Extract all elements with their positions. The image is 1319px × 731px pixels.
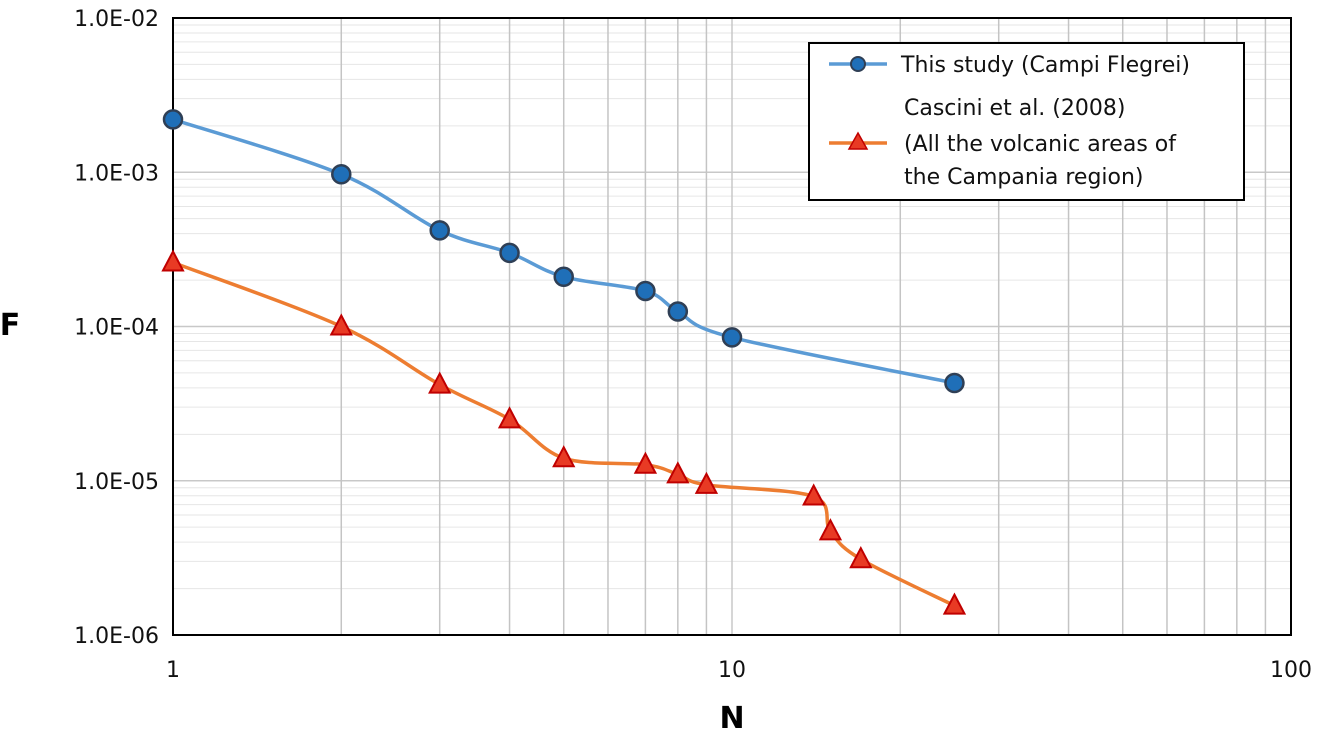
data-point-circle bbox=[944, 372, 965, 394]
y-tick-label: 1.0E-05 bbox=[74, 470, 159, 495]
data-point-triangle bbox=[161, 249, 185, 272]
legend-label-1: This study (Campi Flegrei) bbox=[900, 53, 1190, 78]
data-point-circle bbox=[635, 280, 656, 302]
y-tick-labels: 1.0E-02 1.0E-03 1.0E-04 1.0E-05 1.0E-06 bbox=[74, 7, 159, 649]
x-axis-title: N bbox=[719, 701, 744, 731]
x-tick-label: 10 bbox=[718, 658, 746, 683]
data-point-triangle bbox=[552, 445, 576, 468]
x-tick-labels: 1 10 100 bbox=[166, 658, 1312, 683]
data-point-triangle bbox=[329, 313, 353, 336]
data-point-triangle bbox=[666, 461, 690, 484]
data-point-circle bbox=[667, 301, 689, 322]
y-tick-label: 1.0E-04 bbox=[74, 316, 159, 341]
data-point-circle bbox=[499, 242, 520, 264]
data-point-triangle bbox=[694, 471, 719, 494]
data-point-triangle bbox=[802, 483, 826, 506]
series-layer bbox=[161, 109, 967, 615]
data-point-triangle bbox=[818, 518, 843, 541]
data-point-circle bbox=[331, 164, 352, 185]
y-tick-label: 1.0E-03 bbox=[74, 161, 159, 186]
legend: This study (Campi Flegrei) Cascini et al… bbox=[808, 42, 1245, 201]
y-axis-title: F bbox=[0, 308, 20, 343]
y-tick-label: 1.0E-06 bbox=[74, 624, 159, 649]
data-point-circle bbox=[553, 266, 574, 288]
plot-frame bbox=[172, 17, 1292, 636]
legend-box bbox=[808, 42, 1245, 201]
legend-label-2-line-2: (All the volcanic areas of bbox=[904, 132, 1177, 157]
data-point-triangle bbox=[849, 546, 873, 569]
data-point-circle bbox=[162, 109, 184, 130]
data-point-triangle bbox=[497, 406, 522, 429]
data-point-triangle bbox=[633, 451, 658, 474]
legend-label-2-line-3: the Campania region) bbox=[904, 165, 1144, 190]
legend-marker-1 bbox=[850, 56, 866, 72]
legend-marker-2 bbox=[847, 131, 869, 150]
x-tick-label: 1 bbox=[166, 658, 180, 683]
data-point-triangle bbox=[428, 371, 452, 394]
y-tick-label: 1.0E-02 bbox=[74, 7, 159, 32]
data-point-circle bbox=[721, 327, 743, 348]
legend-label-2-line-1: Cascini et al. (2008) bbox=[904, 96, 1125, 121]
data-point-triangle bbox=[942, 592, 967, 615]
data-point-circle bbox=[429, 220, 450, 241]
x-tick-label: 100 bbox=[1270, 658, 1312, 683]
